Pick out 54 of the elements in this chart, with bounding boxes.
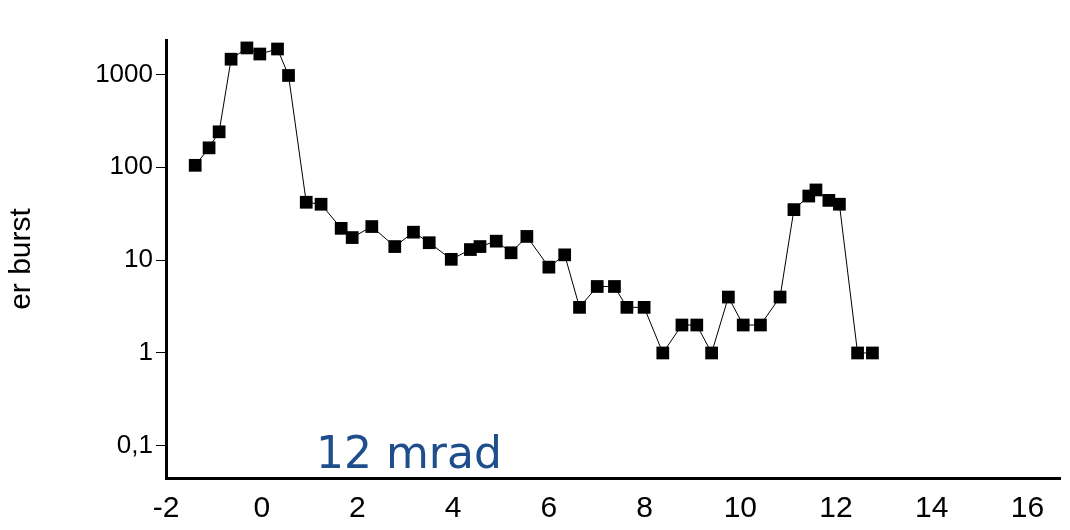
x-tick-label: 10 [723,490,758,524]
point [520,230,534,243]
point [787,203,801,216]
y-tick-label: 1000 [95,57,153,88]
point [504,246,518,260]
x-tick-label: 2 [349,490,366,524]
point [212,125,226,139]
x-tick-label: 12 [819,490,853,524]
point [573,300,586,314]
point [444,252,458,266]
point [271,42,284,56]
y-tick-label: 1 [138,336,153,367]
point [299,195,313,209]
x-tick-label: 6 [540,490,558,524]
point [365,220,379,233]
point [558,248,572,262]
annotation: 12 mrad [316,427,502,478]
point [202,141,216,155]
point [620,300,634,314]
point [489,234,503,248]
y-axis-title: er burst [3,207,37,310]
point [224,52,238,66]
point [334,221,348,235]
point [542,260,556,274]
point [345,231,359,244]
x-tick-label: 14 [915,490,949,524]
y-tick-label: 100 [109,150,153,181]
y-tick-label: 10 [124,243,153,274]
x-tick-label: 8 [636,490,653,524]
point [282,69,295,82]
point [188,158,202,172]
point [656,346,670,360]
point [314,197,328,211]
point [473,240,487,253]
x-tick-label: 16 [1010,490,1045,524]
x-tick-label: -2 [152,490,180,524]
point [851,346,864,360]
point [253,47,267,61]
x-tick-label: 4 [444,490,462,524]
point [590,280,604,293]
point [407,225,420,239]
x-tick-label: 0 [253,490,271,524]
point [388,240,402,253]
point [637,300,651,314]
point [722,290,735,304]
point [754,318,767,332]
point [690,318,704,332]
point [705,346,718,360]
point [608,280,621,293]
point [736,318,750,332]
point [422,236,436,250]
point [833,197,846,211]
point [866,346,879,360]
y-tick-label: 0,1 [116,428,153,459]
